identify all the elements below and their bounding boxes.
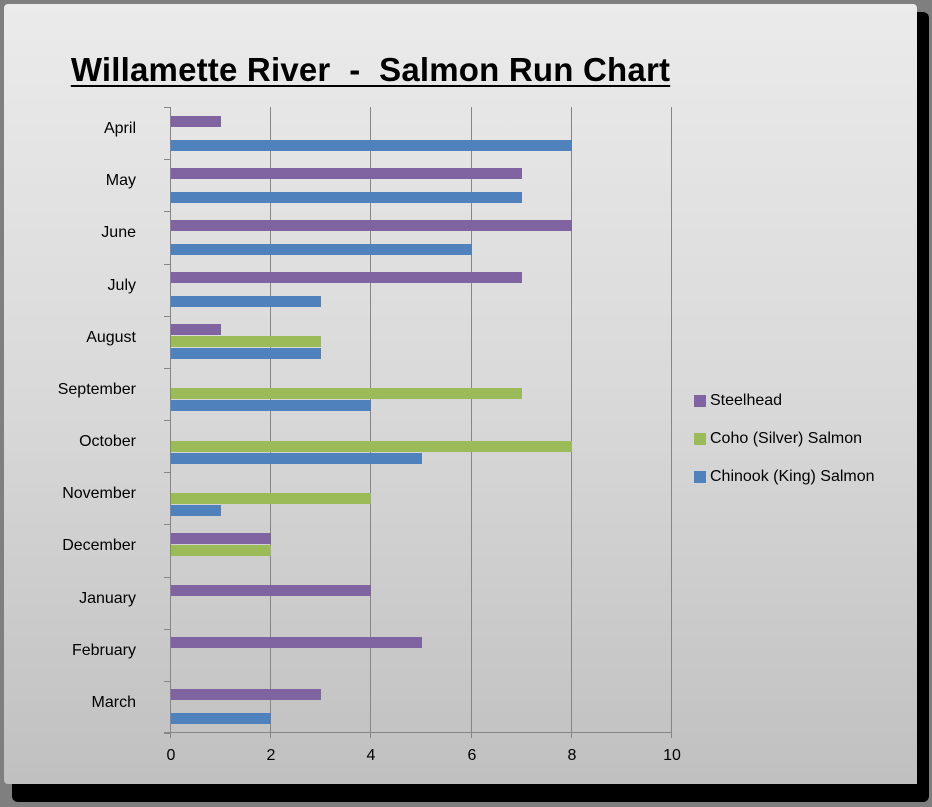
x-tick: [571, 732, 572, 738]
bar-coho-silver-salmon-november: [171, 493, 371, 504]
gridline: [370, 107, 371, 733]
bar-steelhead-january: [171, 585, 371, 596]
bar-steelhead-may: [171, 168, 522, 179]
gridline: [571, 107, 572, 733]
legend-swatch-icon: [694, 395, 706, 407]
bar-chinook-king-salmon-april: [171, 140, 572, 151]
x-tick: [270, 732, 271, 738]
bar-steelhead-june: [171, 220, 572, 231]
bar-chinook-king-salmon-august: [171, 348, 321, 359]
category-label: February: [71, 642, 136, 659]
chart-title: Willamette River - Salmon Run Chart: [70, 51, 671, 88]
bar-chinook-king-salmon-october: [171, 453, 422, 464]
bar-steelhead-december: [171, 533, 271, 544]
legend-item: Chinook (King) Salmon: [694, 458, 875, 496]
legend-item: Coho (Silver) Salmon: [694, 420, 875, 458]
x-tick-label: 6: [467, 747, 477, 764]
bar-coho-silver-salmon-october: [171, 441, 572, 452]
legend-label: Steelhead: [710, 392, 783, 409]
y-tick: [164, 681, 170, 682]
y-axis: [170, 107, 171, 733]
category-label: December: [62, 537, 136, 554]
x-tick: [671, 732, 672, 738]
gridline: [270, 107, 271, 733]
bar-steelhead-march: [171, 689, 321, 700]
category-label: March: [91, 694, 136, 711]
y-tick: [164, 733, 170, 734]
bar-coho-silver-salmon-december: [171, 545, 271, 556]
bar-chinook-king-salmon-july: [171, 296, 321, 307]
legend-item: Steelhead: [694, 382, 875, 420]
y-tick: [164, 629, 170, 630]
legend-swatch-icon: [694, 471, 706, 483]
bar-steelhead-april: [171, 116, 221, 127]
category-label: June: [101, 224, 136, 241]
bar-chinook-king-salmon-november: [171, 505, 221, 516]
bar-coho-silver-salmon-august: [171, 336, 321, 347]
x-tick: [170, 732, 171, 738]
y-tick: [164, 524, 170, 525]
category-label: April: [103, 120, 136, 137]
legend-label: Chinook (King) Salmon: [710, 468, 875, 485]
gridline: [471, 107, 472, 733]
bar-chinook-king-salmon-september: [171, 400, 371, 411]
category-label: May: [105, 172, 136, 189]
x-tick: [370, 732, 371, 738]
bar-steelhead-july: [171, 272, 522, 283]
y-tick: [164, 159, 170, 160]
y-tick: [164, 420, 170, 421]
bar-chinook-king-salmon-march: [171, 713, 271, 724]
category-label: July: [107, 277, 136, 294]
plot-area: [164, 107, 672, 738]
bar-chinook-king-salmon-may: [171, 192, 522, 203]
y-tick: [164, 264, 170, 265]
y-tick: [164, 472, 170, 473]
bar-chinook-king-salmon-june: [171, 244, 472, 255]
y-tick: [164, 368, 170, 369]
y-tick: [164, 577, 170, 578]
x-tick-label: 4: [366, 747, 376, 764]
y-tick: [164, 107, 170, 108]
x-tick: [471, 732, 472, 738]
gridline: [671, 107, 672, 733]
legend-label: Coho (Silver) Salmon: [710, 430, 863, 447]
category-label: November: [62, 485, 136, 502]
legend: Steelhead Coho (Silver) Salmon Chinook (Ki…: [694, 382, 875, 496]
y-tick: [164, 316, 170, 317]
x-tick-label: 0: [166, 747, 176, 764]
x-tick-label: 8: [567, 747, 577, 764]
x-tick-label: 10: [663, 747, 681, 764]
x-axis: [164, 732, 671, 733]
category-label: September: [57, 381, 136, 398]
category-label: January: [79, 590, 136, 607]
category-label: August: [86, 329, 136, 346]
bar-coho-silver-salmon-september: [171, 388, 522, 399]
category-label: October: [79, 433, 136, 450]
bar-steelhead-august: [171, 324, 221, 335]
chart-area: Willamette River - Salmon Run Chart Apri…: [4, 4, 917, 784]
x-tick-label: 2: [266, 747, 276, 764]
y-tick: [164, 211, 170, 212]
legend-swatch-icon: [694, 433, 706, 445]
bar-steelhead-february: [171, 637, 422, 648]
